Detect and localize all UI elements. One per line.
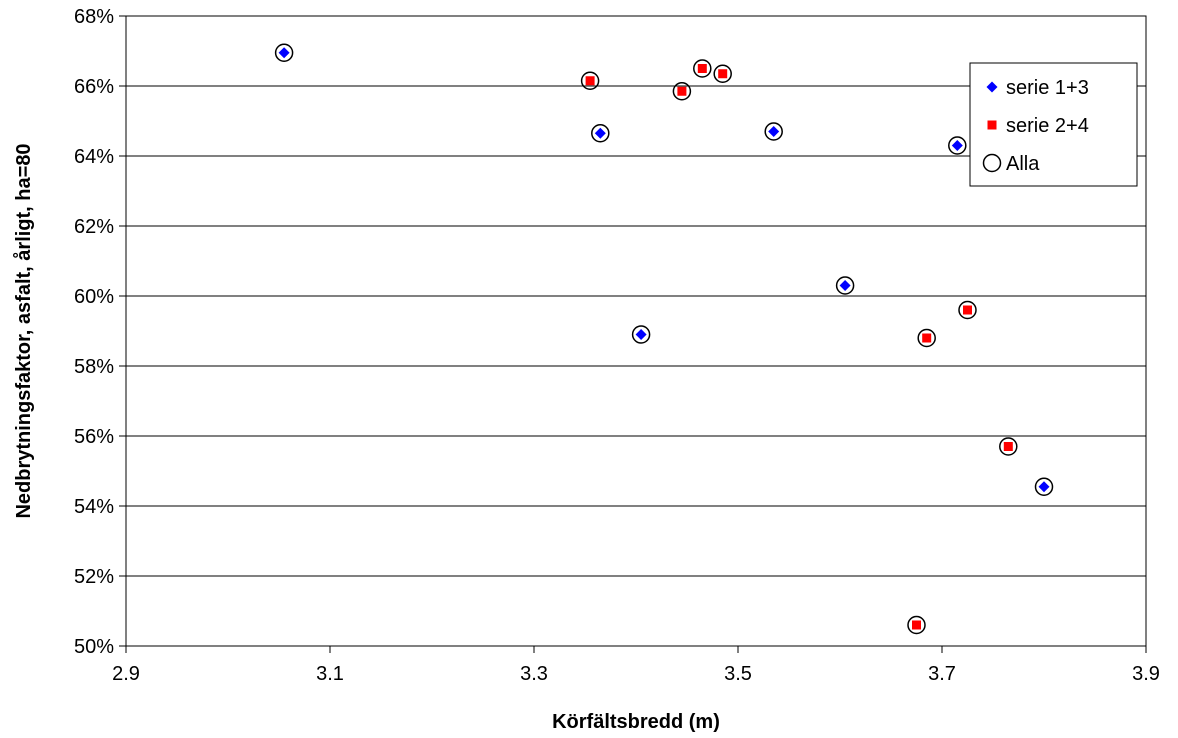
x-tick-label: 3.1: [316, 663, 344, 685]
data-point: [677, 86, 687, 96]
data-point: [922, 333, 932, 343]
data-point: [631, 325, 651, 344]
data-point: [697, 64, 707, 73]
data-point: [1038, 481, 1050, 493]
y-tick-label: 56%: [74, 426, 114, 448]
y-tick-label: 64%: [74, 146, 114, 168]
legend-marker: [982, 153, 1002, 173]
data-point: [278, 47, 290, 59]
data-point: [835, 276, 855, 295]
legend-marker: [986, 81, 998, 93]
x-axis-title: Körfältsbredd (m): [552, 711, 720, 733]
y-tick-label: 54%: [74, 496, 114, 518]
legend-marker: [987, 120, 997, 130]
x-tick-label: 2.9: [112, 663, 140, 685]
y-tick-label: 66%: [74, 76, 114, 98]
y-tick-label: 52%: [74, 566, 114, 588]
x-tick-label: 3.3: [520, 663, 548, 685]
data-point: [274, 43, 294, 62]
data-point: [713, 64, 732, 83]
legend-label: Alla: [1006, 153, 1040, 175]
y-axis-title: Nedbrytningsfaktor, asfalt, årligt, ha=8…: [12, 143, 35, 518]
data-point: [594, 127, 606, 139]
y-tick-label: 68%: [74, 6, 114, 28]
data-point: [951, 140, 963, 151]
plot-area-frame: [125, 15, 1147, 647]
legend-label: serie 1+3: [1006, 77, 1089, 99]
series-serie-2-4: [585, 64, 1013, 630]
legend-item: serie 2+4: [987, 115, 1089, 137]
data-point: [635, 329, 647, 340]
data-point: [999, 437, 1018, 456]
legend-box: [969, 62, 1138, 187]
data-point: [963, 305, 972, 315]
data-point: [764, 122, 783, 141]
data-point: [768, 126, 780, 137]
data-point: [672, 82, 692, 101]
x-tick-label: 3.7: [928, 663, 956, 685]
data-point: [912, 620, 921, 630]
data-point: [693, 59, 712, 78]
y-tick-label: 62%: [74, 216, 114, 238]
data-point: [591, 124, 610, 143]
x-tick-label: 3.9: [1132, 663, 1160, 685]
x-tick-label: 3.5: [724, 663, 752, 685]
data-point: [917, 328, 936, 348]
data-point: [580, 71, 600, 90]
data-point: [958, 300, 977, 320]
series-serie-1-3: [278, 47, 1050, 493]
legend: serie 1+3 serie 2+4 Alla: [969, 62, 1138, 187]
y-tick-label: 58%: [74, 356, 114, 378]
legend-item: Alla: [982, 153, 1040, 175]
data-point: [907, 615, 926, 635]
data-point: [1034, 477, 1054, 496]
data-point: [718, 69, 728, 79]
data-point: [839, 280, 851, 291]
data-point: [585, 76, 595, 86]
legend-label: serie 2+4: [1006, 115, 1089, 137]
data-points: [274, 43, 1054, 635]
x-axis-ticks: 2.9 3.1 3.3 3.5 3.7 3.9: [112, 646, 1160, 685]
y-tick-label: 60%: [74, 286, 114, 308]
y-tick-label: 50%: [74, 636, 114, 658]
series-alla: [274, 43, 1054, 635]
legend-item: serie 1+3: [986, 77, 1089, 99]
data-point: [1003, 442, 1013, 451]
y-axis-ticks: 50% 52% 54% 56% 58% 60% 62% 64% 66% 68%: [74, 6, 126, 658]
data-point: [948, 136, 967, 155]
